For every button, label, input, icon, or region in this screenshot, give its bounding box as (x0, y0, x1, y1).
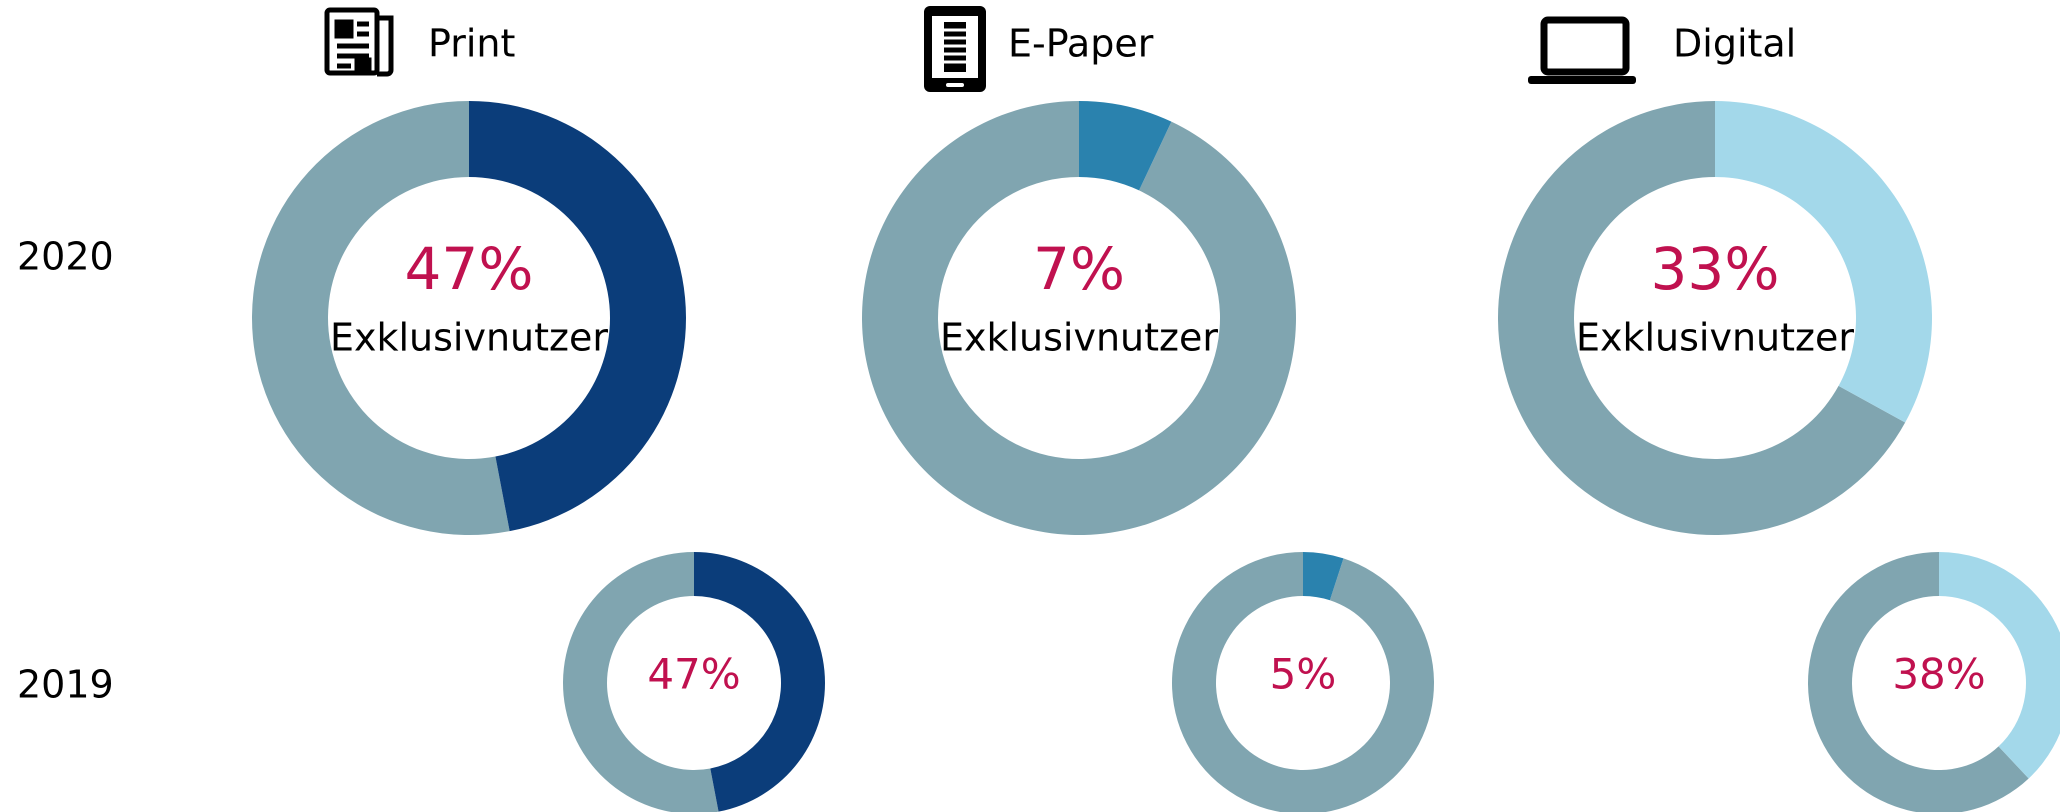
donut-segment (1939, 552, 2060, 779)
column-title: Print (428, 22, 515, 66)
remainder (1498, 101, 1906, 536)
tablet-icon (924, 6, 986, 92)
donut-segment (694, 552, 826, 812)
row-label: 2020 (17, 235, 114, 279)
remainder (563, 552, 719, 812)
donut-segment (1079, 101, 1172, 191)
remainder (251, 101, 510, 536)
laptop-icon (1528, 16, 1636, 84)
donut-segment (1303, 552, 1344, 601)
value-label: 47% (405, 235, 534, 303)
remainder (1172, 552, 1434, 812)
column-title: Digital (1673, 22, 1796, 66)
caption: Exklusivnutzer (940, 316, 1218, 360)
value-label: 47% (647, 650, 740, 699)
newspaper-icon (324, 7, 394, 77)
row-label: 2019 (17, 663, 114, 707)
caption: Exklusivnutzer (330, 316, 608, 360)
remainder (1808, 552, 2029, 812)
caption: Exklusivnutzer (1576, 316, 1854, 360)
donut-segment (469, 101, 686, 532)
column-title: E-Paper (1008, 22, 1154, 66)
value-label: 7% (1033, 235, 1125, 303)
donut-segment (1715, 101, 1932, 423)
value-label: 5% (1270, 650, 1337, 699)
value-label: 38% (1892, 650, 1985, 699)
remainder (862, 101, 1296, 535)
value-label: 33% (1651, 235, 1780, 303)
